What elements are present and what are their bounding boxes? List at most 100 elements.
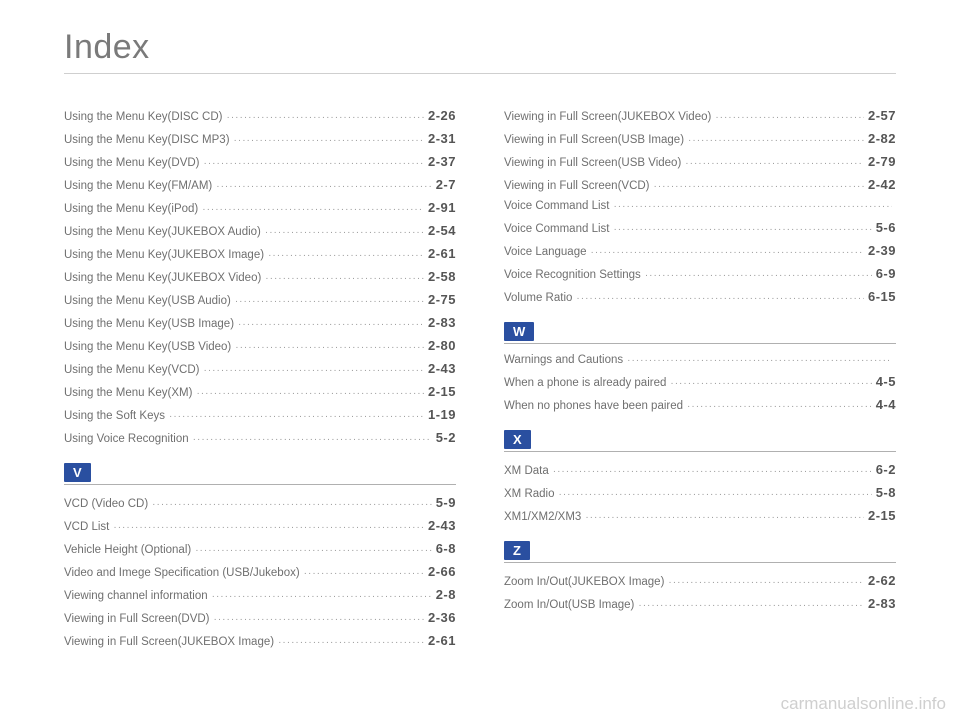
index-entry: Viewing in Full Screen(VCD)2-42 [504, 177, 896, 192]
entry-page: 2-79 [868, 154, 896, 169]
entry-leader-dots [265, 272, 424, 284]
index-entry: Video and Imege Specification (USB/Jukeb… [64, 564, 456, 579]
entry-leader-dots [668, 576, 864, 588]
index-entry: Using the Menu Key(DISC CD) 2-26 [64, 108, 456, 123]
entry-label: Using the Menu Key(DISC CD) [64, 111, 223, 123]
entry-label: Viewing in Full Screen(DVD) [64, 613, 210, 625]
index-entry: Viewing in Full Screen(DVD) 2-36 [64, 610, 456, 625]
entry-label: Using the Menu Key(DVD) [64, 157, 200, 169]
entry-label: Voice Command List [504, 223, 609, 235]
entry-leader-dots [234, 134, 424, 146]
entry-label: XM Data [504, 465, 549, 477]
index-entry: Voice Command List 5-6 [504, 220, 896, 235]
section-header: Z [504, 541, 896, 563]
entry-label: Video and Imege Specification (USB/Jukeb… [64, 567, 300, 579]
entry-page: 2-39 [868, 243, 896, 258]
index-entry: Using the Menu Key(JUKEBOX Audio)2-54 [64, 223, 456, 238]
entry-label: Using the Menu Key(FM/AM) [64, 180, 212, 192]
entry-leader-dots [235, 341, 424, 353]
entry-label: Viewing in Full Screen(JUKEBOX Image) [64, 636, 274, 648]
entry-label: Using the Menu Key(JUKEBOX Video) [64, 272, 261, 284]
entry-page: 2-54 [428, 223, 456, 238]
entry-leader-dots [204, 364, 424, 376]
page-title: Index [64, 28, 896, 67]
entry-page: 2-61 [428, 633, 456, 648]
section-header: X [504, 430, 896, 452]
entry-leader-dots [196, 387, 424, 399]
entry-page: 2-91 [428, 200, 456, 215]
entry-leader-dots [238, 318, 424, 330]
entry-page: 2-7 [436, 177, 456, 192]
entry-page: 2-61 [428, 246, 456, 261]
index-entry: Volume Ratio6-15 [504, 289, 896, 304]
entry-leader-dots [613, 200, 892, 212]
entry-page: 2-31 [428, 131, 456, 146]
entry-leader-dots [685, 157, 864, 169]
entry-label: Warnings and Cautions [504, 354, 623, 366]
entry-label: Using the Menu Key(USB Audio) [64, 295, 231, 307]
entry-page: 2-82 [868, 131, 896, 146]
entry-page: 2-26 [428, 108, 456, 123]
index-entry: Voice Recognition Settings6-9 [504, 266, 896, 281]
entry-leader-dots [654, 180, 864, 192]
entry-page: 2-43 [428, 518, 456, 533]
entry-leader-dots [559, 488, 872, 500]
index-entry: Using the Menu Key(FM/AM) 2-7 [64, 177, 456, 192]
index-entry: Viewing in Full Screen(USB Video)2-79 [504, 154, 896, 169]
entry-leader-dots [688, 134, 864, 146]
entry-label: Zoom In/Out(USB Image) [504, 599, 634, 611]
entry-label: Using the Menu Key(VCD) [64, 364, 200, 376]
entry-page: 2-36 [428, 610, 456, 625]
entry-page: 2-15 [868, 508, 896, 523]
entry-label: Viewing in Full Screen(JUKEBOX Video) [504, 111, 711, 123]
entry-leader-dots [576, 292, 864, 304]
index-entry: When a phone is already paired4-5 [504, 374, 896, 389]
entry-leader-dots [202, 203, 424, 215]
entry-leader-dots [195, 544, 431, 556]
index-entry: Viewing in Full Screen(JUKEBOX Image) 2-6… [64, 633, 456, 648]
entry-page: 5-9 [436, 495, 456, 510]
index-entry: Using the Menu Key(JUKEBOX Video)2-58 [64, 269, 456, 284]
entry-leader-dots [304, 567, 424, 579]
entry-page: 2-37 [428, 154, 456, 169]
section-letter-badge: X [504, 430, 531, 449]
index-entry: XM1/XM2/XM3 2-15 [504, 508, 896, 523]
index-entry: Using the Menu Key(USB Image) 2-83 [64, 315, 456, 330]
entry-label: XM1/XM2/XM3 [504, 511, 581, 523]
entry-page: 2-57 [868, 108, 896, 123]
entry-label: Using the Menu Key(DISC MP3) [64, 134, 230, 146]
entry-label: VCD (Video CD) [64, 498, 148, 510]
index-entry: Using the Soft Keys1-19 [64, 407, 456, 422]
index-entry: Using the Menu Key(iPod)2-91 [64, 200, 456, 215]
entry-label: Zoom In/Out(JUKEBOX Image) [504, 576, 664, 588]
index-entry: Using the Menu Key(JUKEBOX Image) 2-61 [64, 246, 456, 261]
entry-page: 1-19 [428, 407, 456, 422]
index-entry: VCD (Video CD) 5-9 [64, 495, 456, 510]
entry-leader-dots [591, 246, 864, 258]
index-entry: Using Voice Recognition5-2 [64, 430, 456, 445]
index-columns: Using the Menu Key(DISC CD)2-26Using the… [64, 108, 896, 656]
entry-label: Using Voice Recognition [64, 433, 189, 445]
entry-label: When no phones have been paired [504, 400, 683, 412]
entry-page: 2-43 [428, 361, 456, 376]
entry-leader-dots [645, 269, 872, 281]
entry-label: Voice Language [504, 246, 587, 258]
entry-page: 2-83 [868, 596, 896, 611]
entry-leader-dots [687, 400, 872, 412]
entry-leader-dots [670, 377, 871, 389]
entry-label: Viewing channel information [64, 590, 208, 602]
entry-leader-dots [268, 249, 424, 261]
index-entry: Warnings and Cautions [504, 354, 896, 366]
entry-label: Using the Menu Key(JUKEBOX Image) [64, 249, 264, 261]
entry-leader-dots [227, 111, 424, 123]
entry-label: VCD List [64, 521, 109, 533]
entry-page: 4-4 [876, 397, 896, 412]
entry-label: Using the Menu Key(USB Image) [64, 318, 234, 330]
index-column: Viewing in Full Screen(JUKEBOX Video) 2-5… [504, 108, 896, 656]
entry-page: 2-83 [428, 315, 456, 330]
entry-leader-dots [204, 157, 424, 169]
index-entry: Viewing in Full Screen(JUKEBOX Video) 2-5… [504, 108, 896, 123]
entry-page: 5-8 [876, 485, 896, 500]
entry-page: 2-62 [868, 573, 896, 588]
entry-label: Voice Command List [504, 200, 609, 212]
